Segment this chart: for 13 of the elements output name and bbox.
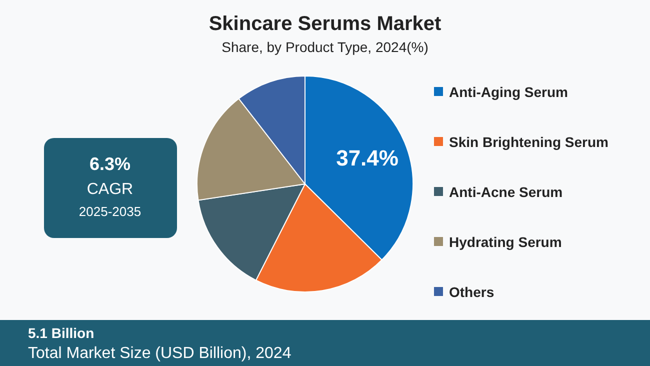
text: 5.1 Billion: [28, 325, 94, 341]
text: 6.3%: [89, 154, 131, 174]
legend-label: Anti-Aging Serum: [449, 84, 568, 100]
text: 2025-2035: [78, 204, 142, 219]
chart-title: Skincare Serums Market: [208, 13, 442, 35]
legend-label: Hydrating Serum: [449, 234, 562, 250]
legend-label: Others: [449, 284, 494, 300]
text: CAGR: [86, 181, 134, 198]
data-label: 37.4%: [336, 145, 398, 170]
text: Total Market Size (USD Billion), 2024: [28, 345, 292, 362]
legend-label: Skin Brightening Serum: [449, 134, 608, 150]
legend-label: Anti-Acne Serum: [449, 184, 563, 200]
chart-subtitle: Share, by Product Type, 2024(%): [222, 39, 428, 55]
